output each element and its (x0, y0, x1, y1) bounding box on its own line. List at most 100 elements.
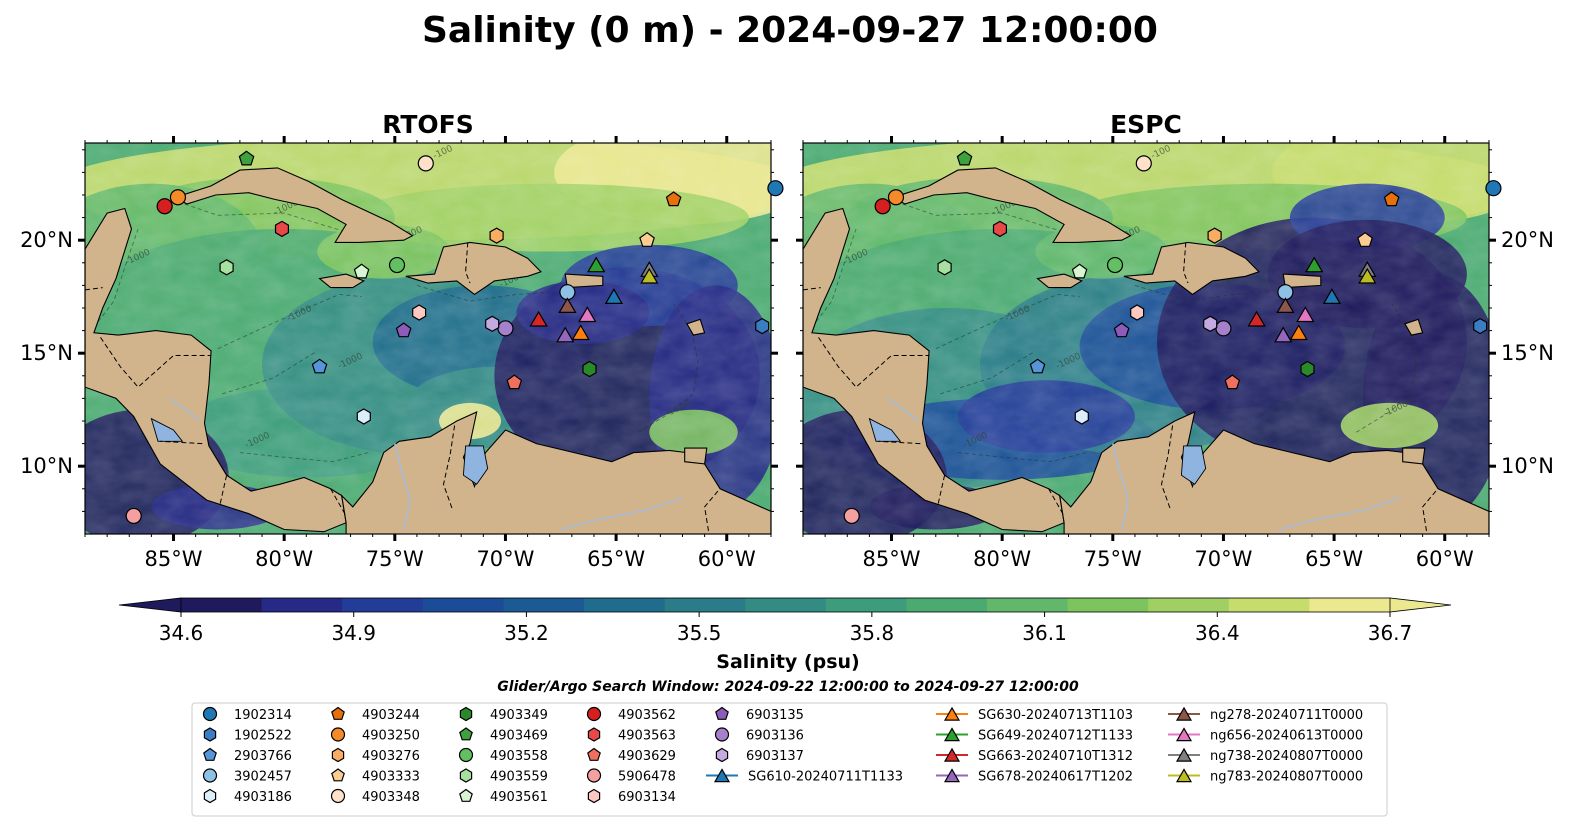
marker-1902314 (767, 180, 784, 197)
country-border (160, 440, 203, 445)
legend-label: 4903469 (490, 729, 548, 744)
legend-label: 4903276 (362, 749, 420, 764)
colorbar-segment (1228, 598, 1310, 612)
legend-marker-ng783-20240807T0000 (1175, 768, 1193, 783)
marker-1902522 (1473, 317, 1488, 335)
marker-4903250 (169, 189, 187, 206)
marker-SG649-20240712T1133 (1305, 256, 1324, 273)
legend-label: 4903186 (234, 790, 292, 805)
x-tick-label: 80°W (255, 547, 313, 571)
river (168, 397, 201, 422)
land-cuba (174, 167, 414, 243)
legend-label: 6903135 (746, 708, 804, 723)
colorbar-extend-low (118, 597, 182, 613)
colorbar: 34.6 34.9 35.2 35.5 35.8 36.1 36.4 36.7 (118, 597, 1452, 645)
legend-label: 4903348 (362, 790, 420, 805)
legend-label: ng738-20240807T0000 (1210, 749, 1363, 764)
legend-label: 4903333 (362, 770, 420, 785)
x-tick-label: 60°W (698, 547, 756, 571)
legend-label: 2903766 (234, 749, 292, 764)
legend-marker-4903469 (459, 727, 473, 741)
legend-marker-ng656-20240613T0000 (1175, 727, 1193, 742)
marker-SG663-20240710T1312 (529, 310, 548, 327)
colorbar-segment (987, 598, 1069, 612)
y-tick-label: 20°N (20, 228, 73, 252)
legend-marker-3902457 (202, 768, 218, 783)
panel-title-espc: ESPC (1110, 110, 1182, 139)
legend-marker-6903136 (714, 727, 730, 742)
x-tick-label: 70°W (476, 547, 534, 571)
legend-label: 4903562 (618, 708, 676, 723)
country-border (442, 425, 456, 510)
lake-maracaibo (462, 445, 489, 485)
bathymetry-contour (239, 452, 369, 463)
bathymetry-contour (97, 228, 139, 322)
land-jamaica (1036, 273, 1084, 289)
y-tick-label: 15°N (20, 341, 73, 365)
legend-label: 4903349 (490, 708, 548, 723)
map-frame (84, 142, 772, 535)
bathymetry-contour (416, 284, 550, 302)
legend-label: SG649-20240712T1133 (978, 729, 1133, 744)
marker-4903561 (353, 263, 370, 279)
marker-6903135 (1113, 322, 1130, 338)
legend-label: 6903137 (746, 749, 804, 764)
map-frame (802, 142, 1490, 535)
colorbar-label: Salinity (psu) (716, 651, 859, 673)
legend-marker-4903561 (459, 788, 473, 802)
bathymetry-contour (222, 350, 318, 395)
colorbar-segment (422, 598, 504, 612)
colorbar-tick-label: 35.2 (504, 621, 549, 645)
colorbar-segment (664, 598, 746, 612)
legend-label: 4903250 (362, 729, 420, 744)
legend-label: 4903561 (490, 790, 548, 805)
legend-marker-5906478 (586, 768, 602, 783)
marker-ng783-20240807T0000 (1358, 267, 1377, 284)
country-border (85, 287, 103, 291)
land-lesserAntilles (686, 318, 706, 336)
search-window-text: Glider/Argo Search Window: 2024-09-22 12… (497, 679, 1079, 695)
map-panel-rtofs: -1000-1000-1000-1000-1000-1000-1000-100-… (20, 136, 784, 571)
marker-2903766 (311, 358, 328, 374)
legend-marker-SG610-20240711T1133 (713, 768, 731, 783)
land-cuba (892, 167, 1132, 243)
colorbar-segment (1309, 598, 1391, 612)
river (394, 443, 412, 530)
marker-4903349 (582, 360, 597, 378)
colorbar-tick-label: 36.1 (1022, 621, 1067, 645)
legend-label: 1902314 (234, 708, 292, 723)
legend: 1902314 1902522 2903766 3902457 4903186 49032… (191, 702, 1388, 817)
marker-4903349 (1300, 360, 1315, 378)
x-tick-label: 80°W (973, 547, 1031, 571)
marker-4903186 (356, 408, 371, 425)
legend-marker-6903135 (715, 706, 729, 720)
legend-marker-SG649-20240712T1133 (943, 727, 961, 742)
legend-marker-4903333 (331, 768, 345, 782)
bathymetry-contour (935, 293, 1080, 350)
marker-4903276 (489, 227, 504, 244)
marker-SG610-20240711T1133 (1322, 288, 1342, 304)
colorbar-frame (180, 597, 1391, 613)
marker-6903135 (395, 322, 412, 338)
country-border (1048, 488, 1065, 517)
lake-nicaragua (150, 417, 184, 442)
colorbar-segment (181, 598, 263, 612)
legend-label: 4903563 (618, 729, 676, 744)
country-border (878, 440, 921, 445)
marker-4903276 (1207, 227, 1222, 244)
legend-marker-ng278-20240711T0000 (1175, 706, 1193, 721)
land-hispaniola (405, 241, 542, 296)
marker-5906478 (843, 507, 860, 525)
bathymetry-contour (1134, 284, 1268, 302)
land-puertoRico (564, 273, 604, 289)
legend-label: 4903629 (618, 749, 676, 764)
marker-SG678-20240617T1202 (556, 326, 575, 343)
legend-marker-SG630-20240713T1103 (943, 706, 961, 721)
legend-marker-6903137 (715, 747, 729, 763)
colorbar-tick-label: 36.4 (1195, 621, 1240, 645)
marker-SG663-20240710T1312 (1247, 310, 1266, 327)
figure-title: Salinity (0 m) - 2024-09-27 12:00:00 (422, 10, 1158, 51)
legend-marker-4903244 (331, 706, 345, 720)
